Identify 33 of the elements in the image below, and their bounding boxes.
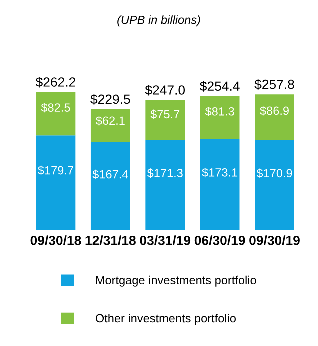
x-tick-label: 12/31/18 xyxy=(86,236,136,246)
data-label: $173.1 xyxy=(202,168,238,178)
bar xyxy=(146,140,186,230)
bar xyxy=(200,139,240,230)
legend-label: Mortgage investments portfolio xyxy=(96,276,256,287)
bar xyxy=(200,96,240,140)
bar xyxy=(255,94,294,140)
total-label: $257.8 xyxy=(254,79,294,90)
bar xyxy=(36,92,76,136)
bar xyxy=(146,100,186,140)
data-label: $82.5 xyxy=(41,103,70,113)
total-label: $247.0 xyxy=(145,85,186,96)
bar xyxy=(90,142,130,230)
legend-label: Other investments portfolio xyxy=(96,314,236,325)
x-tick-label: 09/30/19 xyxy=(250,236,300,246)
x-tick-label: 06/30/19 xyxy=(194,236,246,246)
bar xyxy=(90,109,130,142)
total-label: $229.5 xyxy=(90,94,130,105)
total-label: $262.2 xyxy=(36,77,76,88)
chart-title: (UPB in billions) xyxy=(118,16,200,27)
data-label: $86.9 xyxy=(260,106,289,116)
data-label: $75.7 xyxy=(150,110,180,120)
bar xyxy=(255,140,294,230)
data-label: $171.3 xyxy=(147,168,183,178)
data-label: $167.4 xyxy=(92,170,128,180)
x-tick-label: 03/31/19 xyxy=(140,236,191,246)
data-label: $179.7 xyxy=(38,166,74,176)
data-label: $81.3 xyxy=(205,106,234,117)
data-label: $62.1 xyxy=(96,116,125,126)
x-tick-label: 09/30/18 xyxy=(30,236,82,246)
data-label: $170.9 xyxy=(256,168,292,178)
total-label: $254.4 xyxy=(200,81,240,92)
bar xyxy=(36,136,76,230)
